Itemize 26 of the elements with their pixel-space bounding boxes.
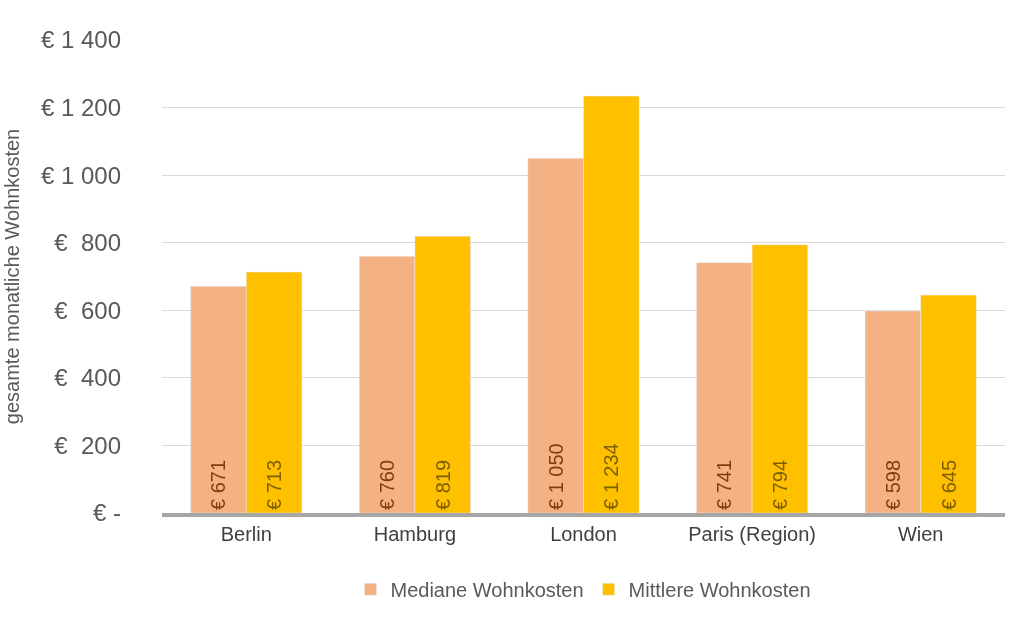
legend-label: Mediane Wohnkosten <box>390 579 584 602</box>
data-label: € 598 <box>881 459 904 510</box>
y-tick-label: € 1 000 <box>40 161 121 189</box>
x-tick-label: Wien <box>897 523 944 545</box>
x-tick-label: Berlin <box>220 523 272 545</box>
data-label: € 1 050 <box>544 443 567 510</box>
y-tick-label: € - <box>92 499 121 527</box>
x-tick-label: London <box>550 523 617 545</box>
y-tick-label: € 1 200 <box>40 93 121 121</box>
data-label: € 713 <box>263 459 286 510</box>
data-label: € 671 <box>207 459 230 510</box>
x-tick-label: Paris (Region) <box>688 523 817 545</box>
data-label: € 1 234 <box>600 443 623 510</box>
y-tick-label: € 1 400 <box>40 26 121 54</box>
x-tick-label: Hamburg <box>373 523 457 545</box>
y-axis-title: gesamte monatliche Wohnkosten <box>1 128 24 425</box>
y-tick-label: € 800 <box>54 229 121 257</box>
legend-label: Mittlere Wohnkosten <box>628 579 811 602</box>
data-label: € 794 <box>768 459 791 510</box>
data-label: € 741 <box>713 459 736 510</box>
data-label: € 760 <box>376 459 399 510</box>
y-tick-label: € 600 <box>54 296 121 324</box>
data-label: € 819 <box>431 459 454 510</box>
data-label: € 645 <box>937 459 960 510</box>
y-tick-label: € 200 <box>54 431 121 459</box>
y-tick-label: € 400 <box>54 364 121 392</box>
